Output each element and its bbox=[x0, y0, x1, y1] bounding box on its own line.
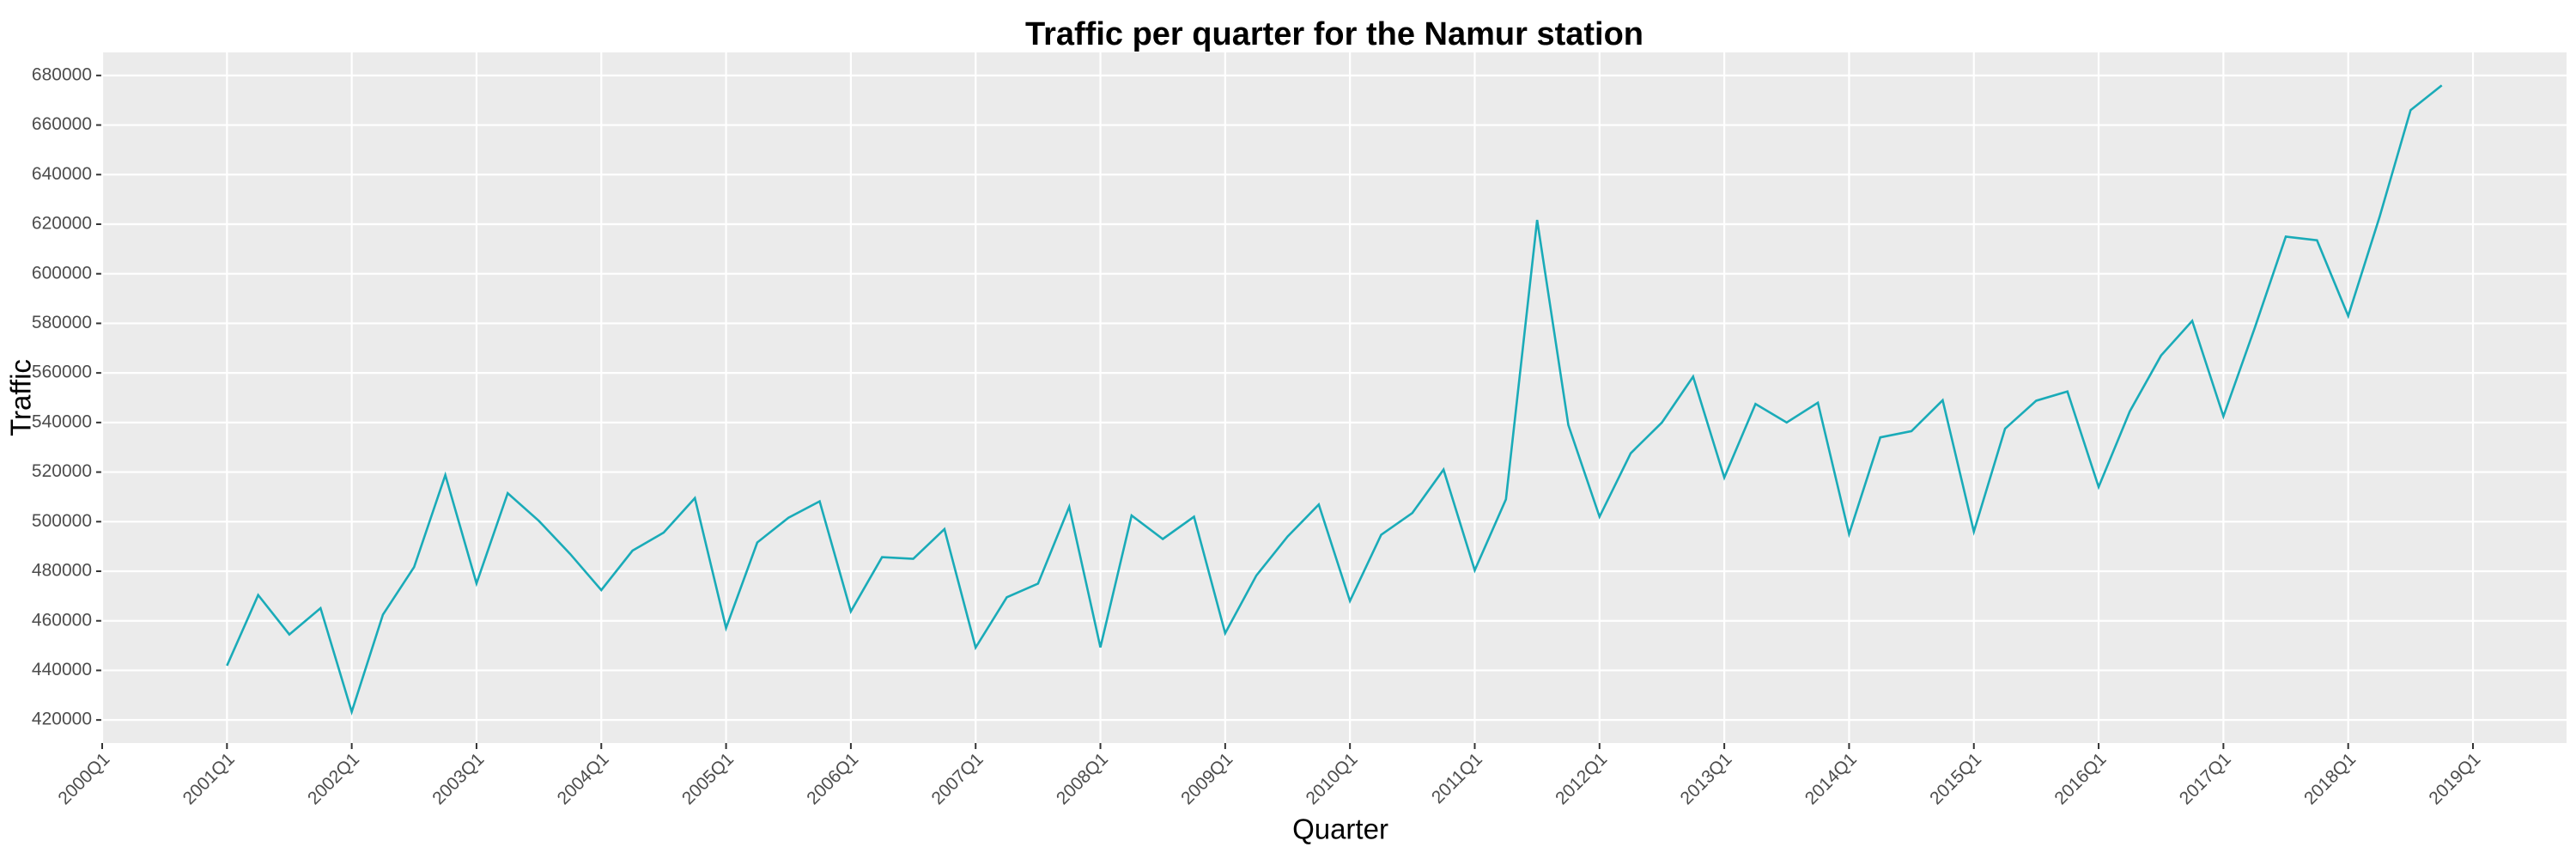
y-axis-title: Traffic bbox=[5, 359, 37, 436]
x-tick-label: 2005Q1 bbox=[678, 749, 738, 808]
y-tick-label: 420000 bbox=[32, 710, 92, 729]
x-tick-label: 2000Q1 bbox=[54, 749, 113, 808]
y-tick-label: 540000 bbox=[32, 411, 92, 431]
x-tick-label: 2002Q1 bbox=[304, 749, 363, 808]
y-tick-label: 440000 bbox=[32, 660, 92, 679]
x-tick-label: 2010Q1 bbox=[1303, 749, 1362, 808]
y-tick-label: 580000 bbox=[32, 313, 92, 332]
y-tick-label: 600000 bbox=[32, 263, 92, 283]
x-tick-label: 2006Q1 bbox=[803, 749, 862, 808]
x-tick-label: 2019Q1 bbox=[2425, 749, 2484, 808]
x-tick-label: 2012Q1 bbox=[1552, 749, 1611, 808]
y-tick-label: 520000 bbox=[32, 461, 92, 481]
chart-title: Traffic per quarter for the Namur statio… bbox=[1025, 16, 1643, 52]
plot-panel bbox=[102, 52, 2567, 743]
y-tick-label: 480000 bbox=[32, 561, 92, 581]
x-tick-label: 2014Q1 bbox=[1801, 749, 1861, 808]
x-tick-label: 2011Q1 bbox=[1428, 749, 1486, 807]
x-tick-label: 2007Q1 bbox=[928, 749, 987, 808]
x-tick-label: 2001Q1 bbox=[179, 749, 239, 808]
x-tick-label: 2003Q1 bbox=[428, 749, 488, 808]
y-tick-label: 560000 bbox=[32, 362, 92, 382]
x-tick-label: 2016Q1 bbox=[2050, 749, 2110, 808]
x-tick-label: 2004Q1 bbox=[554, 749, 613, 808]
x-tick-label: 2008Q1 bbox=[1053, 749, 1112, 808]
y-tick-label: 660000 bbox=[32, 114, 92, 134]
x-tick-label: 2015Q1 bbox=[1926, 749, 1985, 808]
x-tick-label: 2009Q1 bbox=[1177, 749, 1236, 808]
y-tick-label: 680000 bbox=[32, 64, 92, 84]
x-tick-label: 2017Q1 bbox=[2176, 749, 2235, 808]
y-tick-label: 640000 bbox=[32, 164, 92, 184]
y-tick-label: 500000 bbox=[32, 511, 92, 531]
y-tick-label: 460000 bbox=[32, 610, 92, 630]
data-line bbox=[226, 84, 2443, 716]
x-tick-label: 2018Q1 bbox=[2300, 749, 2360, 808]
x-tick-label: 2013Q1 bbox=[1676, 749, 1735, 808]
x-axis-title: Quarter bbox=[1292, 813, 1388, 845]
y-tick-label: 620000 bbox=[32, 214, 92, 234]
